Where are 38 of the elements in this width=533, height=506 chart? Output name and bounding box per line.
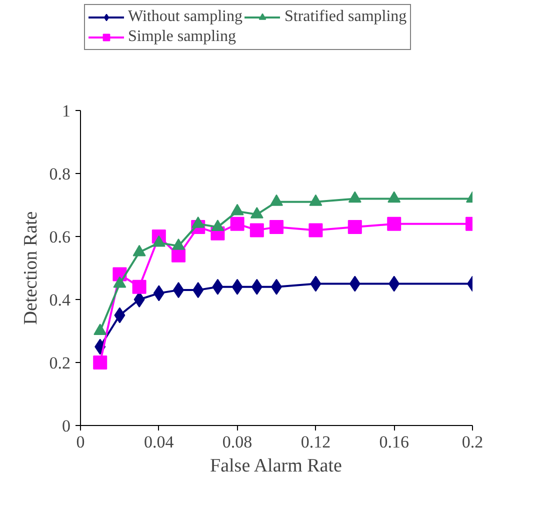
- point: [250, 223, 264, 238]
- point: [309, 194, 322, 206]
- point: [172, 248, 186, 262]
- point: [388, 191, 401, 203]
- legend-label: Simple sampling: [128, 28, 236, 46]
- y-tick-label: 0: [62, 416, 70, 436]
- y-tick-label: 0.2: [49, 354, 70, 372]
- x-tick-label: 0.04: [144, 432, 174, 452]
- y-tick-label: 0.4: [49, 290, 71, 310]
- point: [132, 280, 146, 294]
- y-axis-title: Detection Rate: [20, 211, 42, 325]
- x-tick-label: 0.2: [462, 432, 484, 452]
- x-axis-title: False Alarm Rate: [210, 456, 342, 476]
- point: [132, 244, 146, 256]
- point: [270, 194, 283, 206]
- point: [152, 235, 166, 247]
- point: [230, 216, 244, 231]
- point: [308, 223, 323, 238]
- point: [348, 191, 362, 203]
- point: [93, 356, 108, 370]
- x-tick-label: 0.16: [379, 432, 409, 452]
- point: [211, 220, 224, 232]
- point: [192, 216, 205, 228]
- legend-label: Without sampling: [128, 8, 242, 26]
- x-tick-label: 0.12: [300, 432, 331, 452]
- point: [270, 220, 284, 234]
- x-tick-label: 0.08: [222, 432, 252, 452]
- y-tick-label: 1: [62, 102, 70, 120]
- point: [387, 216, 402, 231]
- point: [134, 292, 145, 308]
- point: [348, 220, 362, 234]
- point: [250, 207, 264, 218]
- point: [230, 204, 244, 216]
- x-tick-label: 0: [76, 432, 85, 452]
- point: [172, 238, 185, 250]
- y-tick-label: 0.6: [49, 228, 70, 246]
- y-tick-label: 0.8: [49, 164, 70, 184]
- legend-label: Stratified sampling: [284, 8, 407, 26]
